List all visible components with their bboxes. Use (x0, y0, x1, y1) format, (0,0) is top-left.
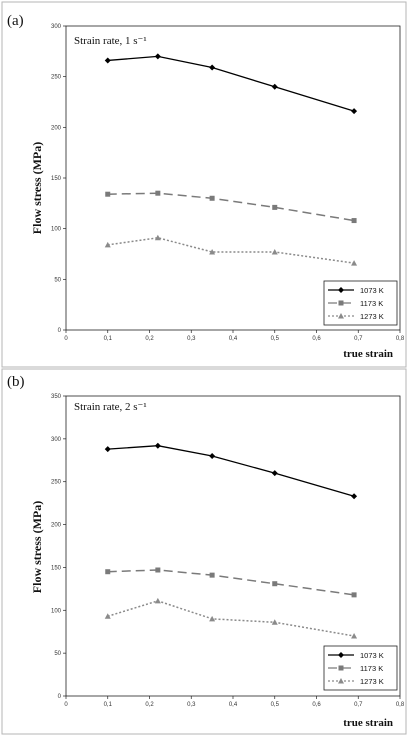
data-point (351, 260, 358, 266)
data-point (209, 195, 215, 201)
y-tick-label: 100 (51, 227, 62, 233)
x-tick-label: 0,5 (271, 702, 280, 708)
x-tick-label: 0,7 (354, 336, 363, 342)
data-point (209, 248, 216, 255)
x-tick-label: 0,6 (312, 702, 321, 708)
y-tick-label: 150 (51, 565, 62, 571)
x-tick-label: 0,4 (229, 702, 238, 708)
data-point (104, 446, 111, 453)
data-point (154, 597, 161, 604)
data-point (271, 248, 278, 255)
data-point (209, 64, 216, 71)
y-tick-label: 50 (54, 277, 61, 283)
panel-letter: (a) (7, 13, 24, 29)
data-point (209, 572, 215, 578)
data-point (155, 567, 161, 573)
data-point (105, 191, 111, 197)
chart-panel-b: (b) Strain rate, 2 s⁻¹ Flow stress (MPa)… (1, 368, 407, 735)
data-point (271, 470, 278, 477)
x-tick-label: 0,2 (145, 336, 154, 342)
data-point (154, 442, 161, 449)
data-point (338, 652, 344, 658)
data-point (209, 615, 216, 622)
x-tick-label: 0,8 (396, 702, 405, 708)
data-point (154, 53, 161, 60)
x-tick-label: 0,1 (104, 702, 113, 708)
data-point (154, 234, 161, 241)
data-point (209, 453, 216, 459)
x-tick-label: 0 (64, 336, 68, 342)
legend-label: 1273 K (360, 677, 384, 686)
data-point (338, 678, 344, 684)
legend-label: 1173 K (360, 299, 383, 308)
series-line (107, 237, 355, 264)
x-axis-label: true strain (343, 348, 393, 360)
data-point (271, 83, 278, 90)
y-axis-label: Flow stress (MPa) (30, 142, 44, 234)
data-point (351, 633, 358, 639)
y-tick-label: 0 (58, 328, 62, 334)
data-point (271, 619, 278, 625)
legend-label: 1073 K (360, 651, 384, 660)
data-point (338, 665, 344, 671)
y-tick-label: 300 (51, 437, 62, 443)
strain-rate-annotation: Strain rate, 2 s⁻¹ (74, 401, 147, 413)
x-tick-label: 0,4 (229, 336, 238, 342)
data-point (351, 493, 358, 500)
panel-letter: (b) (7, 374, 25, 390)
data-point (272, 581, 278, 587)
y-tick-label: 150 (51, 176, 62, 182)
y-tick-label: 300 (51, 24, 62, 30)
y-tick-label: 250 (51, 480, 62, 486)
x-tick-label: 0,3 (187, 702, 196, 708)
data-point (351, 592, 357, 598)
data-point (104, 241, 111, 248)
y-axis-label: Flow stress (MPa) (30, 501, 44, 593)
y-tick-label: 0 (58, 694, 62, 700)
data-point (351, 218, 357, 224)
x-tick-label: 0,8 (396, 336, 405, 342)
x-tick-label: 0,2 (145, 702, 154, 708)
data-point (272, 204, 278, 210)
y-tick-label: 200 (51, 125, 62, 131)
x-tick-label: 0,7 (354, 702, 363, 708)
x-tick-label: 0,6 (312, 336, 321, 342)
x-tick-label: 0,3 (187, 336, 196, 342)
strain-rate-annotation: Strain rate, 1 s⁻¹ (74, 35, 147, 47)
y-tick-label: 250 (51, 75, 62, 81)
x-tick-label: 0,1 (104, 336, 113, 342)
legend-label: 1273 K (360, 312, 384, 321)
data-point (104, 613, 111, 619)
legend-label: 1173 K (360, 664, 383, 673)
y-tick-label: 50 (54, 651, 61, 657)
data-point (338, 313, 344, 319)
y-tick-label: 200 (51, 523, 62, 529)
data-point (155, 190, 161, 196)
data-point (338, 300, 344, 306)
legend: 1073 K 1173 K 1273 K (323, 280, 398, 326)
y-tick-label: 100 (51, 608, 62, 614)
legend-label: 1073 K (360, 286, 384, 295)
x-axis-label: true strain (343, 717, 393, 729)
x-tick-label: 0,5 (271, 336, 280, 342)
y-tick-label: 350 (51, 394, 62, 400)
data-point (338, 287, 344, 293)
x-tick-label: 0 (64, 702, 68, 708)
data-point (351, 108, 358, 115)
legend: 1073 K 1173 K 1273 K (323, 645, 398, 691)
data-point (104, 57, 111, 64)
chart-panel-a: (a) Strain rate, 1 s⁻¹ Flow stress (MPa)… (1, 1, 407, 368)
data-point (105, 569, 111, 575)
